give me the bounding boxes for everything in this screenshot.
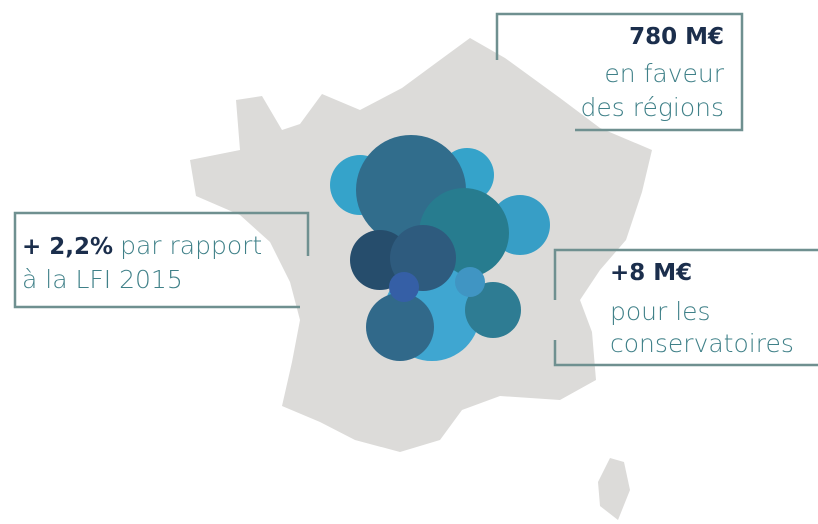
corsica [598,458,630,520]
bubble [389,272,419,302]
bubbles [330,135,550,361]
callout-text: à la LFI 2015 [22,265,183,294]
callout-frame [553,340,818,367]
callout-text: par rapport [120,231,262,260]
callout-text: des régions [581,93,724,122]
bubble [366,293,434,361]
callout-line: + 2,2% par rapport [22,231,262,260]
callout-text: conservatoires [610,329,794,358]
callout-text: en faveur [604,59,724,88]
callout-conservatoires: +8 M€ pour les conservatoires [553,248,818,367]
callout-highlight: +8 M€ [610,260,692,286]
callout-regions: 780 M€ en faveur des régions [495,12,744,132]
bubble [455,267,485,297]
callout-highlight: 780 M€ [629,24,724,50]
callout-frame [495,12,744,132]
bubble [465,282,521,338]
callout-growth: + 2,2% par rapport à la LFI 2015 [13,211,310,309]
callout-text: pour les [610,297,711,326]
callout-frame [13,211,310,309]
callout-highlight: + 2,2% [22,234,113,260]
callout-frame [553,248,818,300]
